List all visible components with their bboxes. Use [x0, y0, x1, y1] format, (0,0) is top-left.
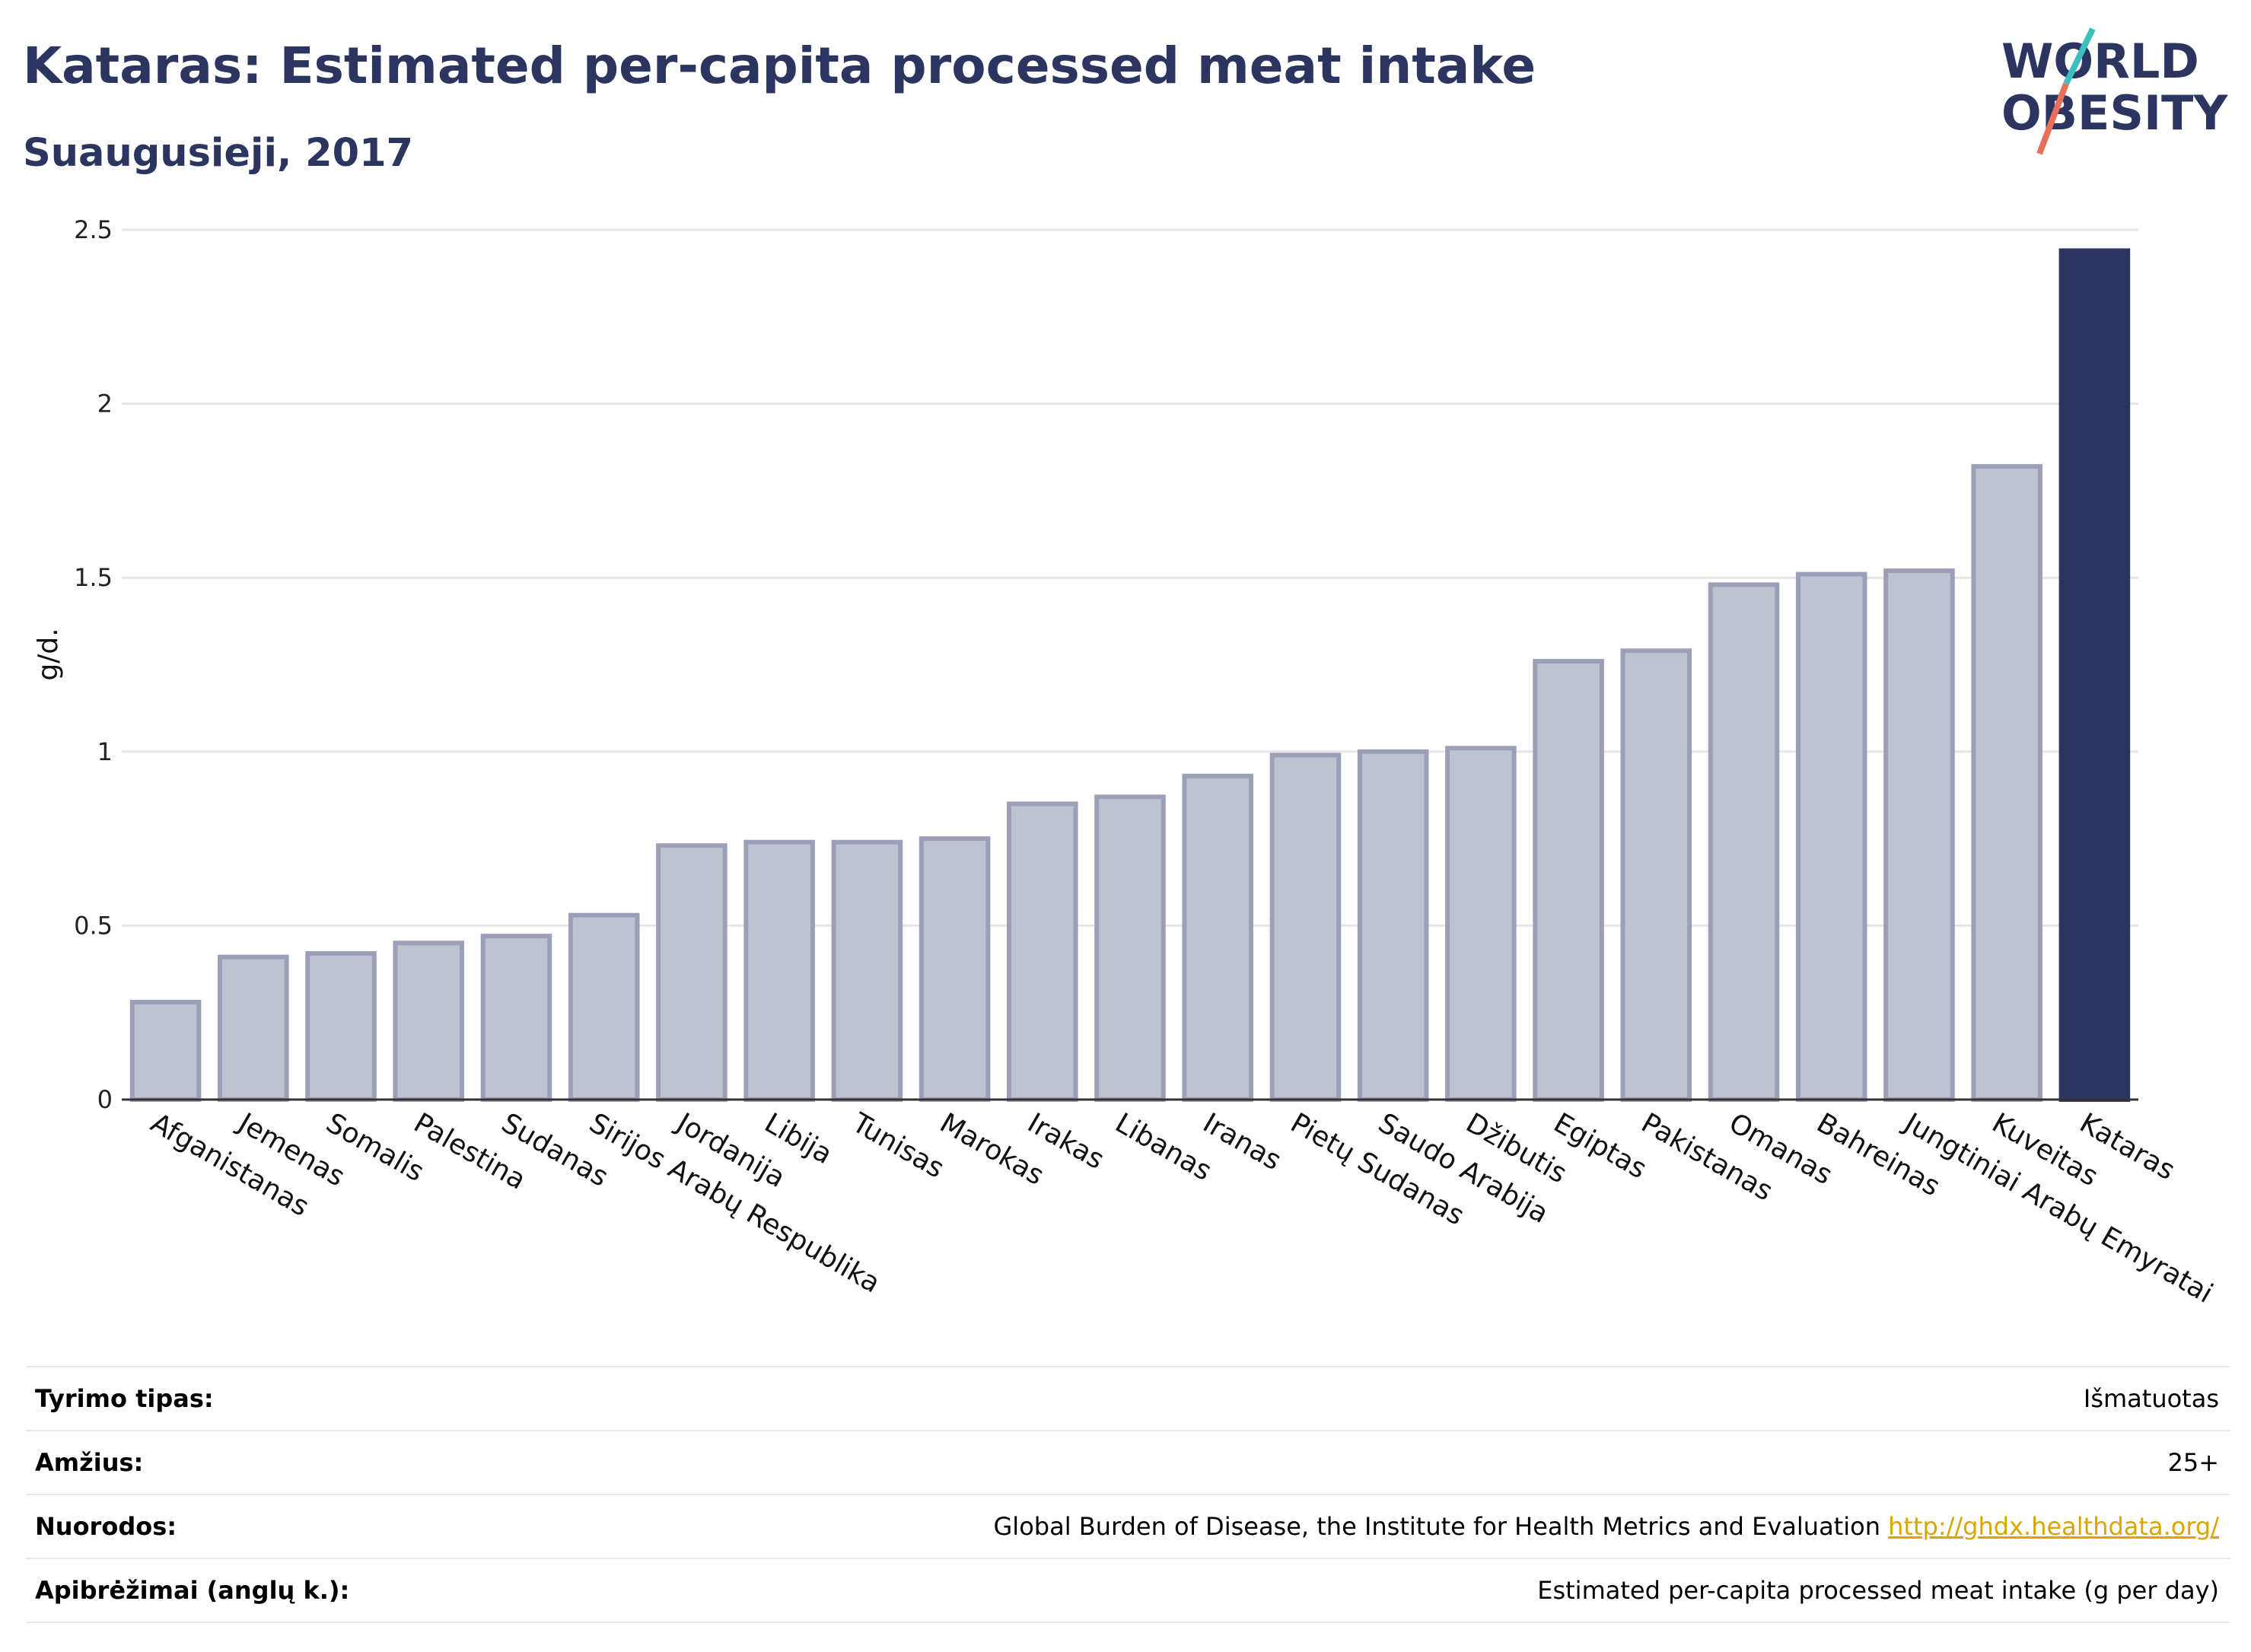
bar-somalis [305, 950, 377, 1102]
bar-chart: 0 0.5 1 1.5 2 2.5 AfganistanasJemenasSomalisP… [33, 215, 2218, 1310]
y-tick-labels: 0 0.5 1 1.5 2 2.5 [74, 215, 113, 1114]
info-label: Tyrimo tipas: [35, 1384, 214, 1413]
bar-egiptas [1533, 658, 1604, 1102]
y-tick-label: 0.5 [74, 911, 113, 940]
info-label: Amžius: [35, 1448, 144, 1477]
info-value: Global Burden of Disease, the Institute … [994, 1512, 2230, 1541]
y-tick-label: 1 [97, 737, 113, 766]
bar-jemenas [218, 954, 289, 1102]
x-tick-label: Tunisas [846, 1107, 949, 1185]
bar-jungtiniai-arabų-emyratai [1883, 568, 1955, 1102]
bar-bahreinas [1795, 571, 1867, 1102]
bar-kataras [2058, 248, 2131, 1102]
y-axis-label: g/d. [33, 628, 64, 680]
bar-iranas [1182, 773, 1254, 1103]
y-tick-label: 2.5 [74, 215, 113, 244]
info-row-study-type: Tyrimo tipas: Išmatuotas [26, 1366, 2230, 1430]
bar-pietų-sudanas [1269, 753, 1342, 1102]
bar-palestina [393, 941, 465, 1103]
info-value: 25+ [2167, 1448, 2219, 1477]
x-tick-label: Jungtiniai Arabų Emyratai [1898, 1106, 2218, 1310]
info-row-references: Nuorodos: Global Burden of Disease, the … [26, 1494, 2230, 1558]
logo-line1: WORLD [2001, 33, 2199, 89]
world-obesity-logo: WORLD OBESITY [2001, 27, 2228, 155]
reference-link[interactable]: http://ghdx.healthdata.org/ [1888, 1512, 2219, 1541]
bar-libanas [1094, 794, 1166, 1102]
bar-tunisas [831, 839, 903, 1102]
bar-irakas [1007, 801, 1078, 1102]
bar-kuveitas [1971, 463, 2042, 1102]
info-label: Apibrėžimai (anglų k.): [35, 1576, 350, 1605]
bar-pakistanas [1620, 648, 1692, 1102]
info-label: Nuorodos: [35, 1512, 177, 1541]
logo-slash-top-icon [2063, 27, 2096, 85]
bar-saudo-arabija [1357, 749, 1429, 1102]
bar-afganistanas [129, 999, 202, 1103]
bar-sudanas [480, 934, 552, 1102]
info-table: Tyrimo tipas: Išmatuotas Amžius: 25+ Nuo… [26, 1366, 2230, 1623]
y-tick-label: 0 [97, 1085, 113, 1114]
bar-jordanija [656, 843, 728, 1103]
logo-slash-bottom-icon [2036, 82, 2069, 155]
bar-libija [743, 839, 815, 1102]
chart-subtitle: Suaugusieji, 2017 [23, 131, 414, 176]
x-tick-label: Libanas [1110, 1107, 1218, 1187]
info-value: Estimated per-capita processed meat inta… [1537, 1576, 2219, 1605]
bar-sirijos-arabų-respublika [568, 912, 640, 1102]
bar-džibutis [1445, 746, 1517, 1103]
logo-line2: OBESITY [2001, 85, 2228, 141]
info-value: Išmatuotas [2083, 1384, 2219, 1413]
info-row-definition: Apibrėžimai (anglų k.): Estimated per-ca… [26, 1558, 2230, 1623]
y-tick-label: 1.5 [74, 563, 113, 592]
bars [129, 248, 2131, 1103]
info-row-age: Amžius: 25+ [26, 1430, 2230, 1494]
chart-title: Kataras: Estimated per-capita processed … [23, 37, 1536, 95]
bar-omanas [1708, 582, 1780, 1102]
bar-marokas [919, 836, 991, 1102]
x-tick-labels: AfganistanasJemenasSomalisPalestinaSudan… [145, 1106, 2218, 1310]
y-tick-label: 2 [97, 390, 113, 419]
reference-text: Global Burden of Disease, the Institute … [993, 1512, 1880, 1541]
